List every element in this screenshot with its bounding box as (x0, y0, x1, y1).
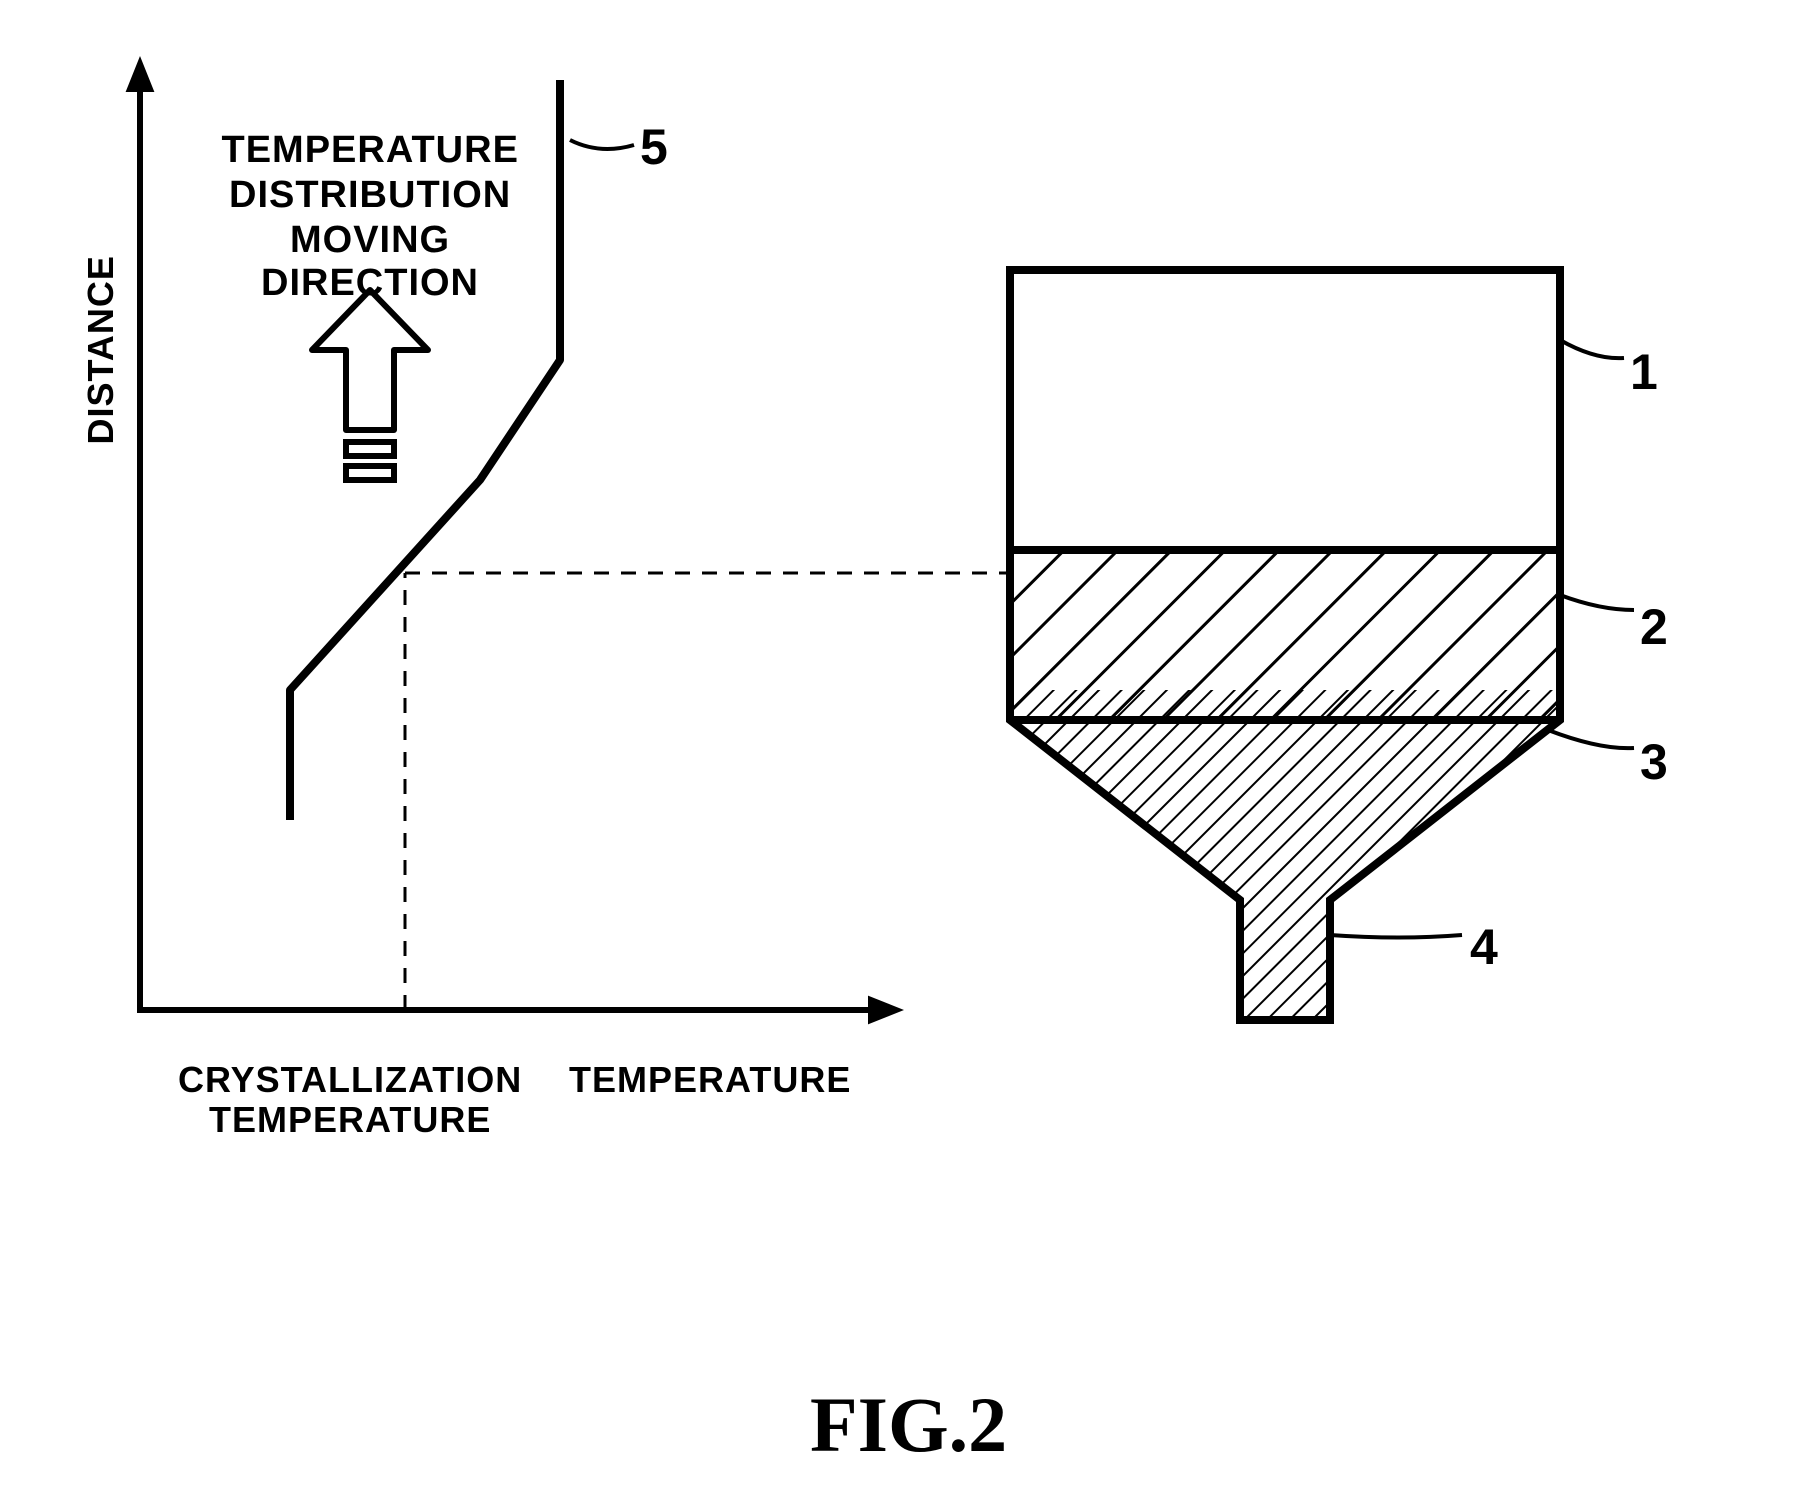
x-axis-label: TEMPERATURE (569, 1060, 851, 1100)
figure-svg (0, 0, 1814, 1509)
direction-label-l3: MOVING (290, 220, 450, 262)
y-axis-label: DISTANCE (80, 255, 120, 444)
direction-label-l2: DISTRIBUTION (229, 175, 511, 217)
callout-2: 2 (1640, 600, 1669, 655)
direction-label-l4: DIRECTION (261, 263, 479, 305)
callout-5: 5 (640, 120, 669, 175)
x-tick-label-line2: TEMPERATURE (209, 1100, 491, 1140)
figure-caption: FIG.2 (810, 1380, 1007, 1470)
callout-3: 3 (1640, 735, 1669, 790)
figure-stage: 5 1 2 3 4 FIG.2 (0, 0, 1814, 1509)
callout-4: 4 (1470, 920, 1499, 975)
direction-label-l1: TEMPERATURE (222, 130, 519, 172)
x-tick-label-line1: CRYSTALLIZATION (178, 1060, 522, 1100)
callout-1: 1 (1630, 345, 1659, 400)
